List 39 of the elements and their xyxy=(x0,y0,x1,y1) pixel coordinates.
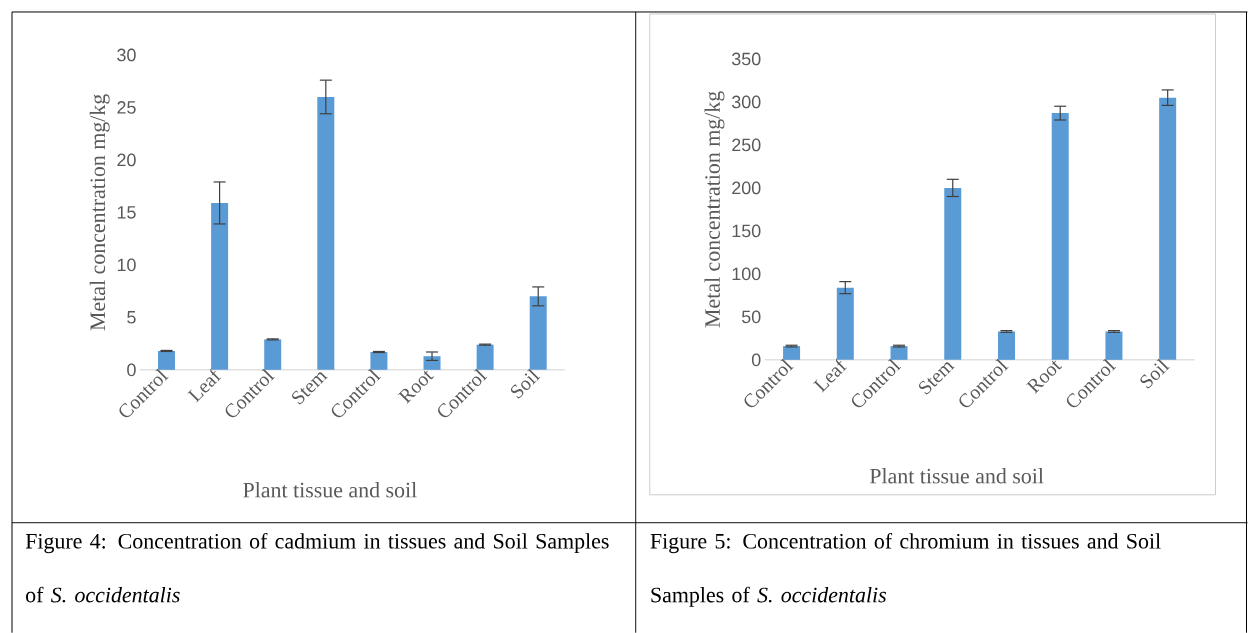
y-axis-title: Metal concentration mg/kg xyxy=(89,94,110,331)
y-tick-label: 25 xyxy=(117,100,136,114)
x-tick-label: Root xyxy=(1026,360,1062,394)
bar xyxy=(997,331,1015,360)
bar xyxy=(476,344,494,370)
bar xyxy=(423,356,441,370)
x-tick-label: Soil xyxy=(1140,358,1170,389)
x-tick-label: Stem xyxy=(918,362,955,395)
y-tick-label: 20 xyxy=(117,153,136,167)
y-tick-label: 50 xyxy=(741,310,761,324)
text: Figure 4: Concentration of cadmium in tissues and Soil Samples of S. occidentalis xyxy=(25,532,609,603)
bar xyxy=(944,187,962,360)
y-tick-label: 300 xyxy=(731,95,761,109)
y-tick-label: 350 xyxy=(731,52,761,66)
x-tick-label: Soil xyxy=(510,368,541,399)
y-tick-label: 150 xyxy=(732,224,761,238)
y-tick-label: 200 xyxy=(732,181,761,195)
y-tick-label: 30 xyxy=(117,48,136,62)
bar xyxy=(370,351,388,370)
y-tick-label: 100 xyxy=(732,267,761,281)
y-tick-label: 10 xyxy=(117,258,136,272)
x-tick-label: Stem xyxy=(292,372,328,405)
x-axis-title: Plant tissue and soil xyxy=(243,481,417,498)
x-axis-title: Plant tissue and soil xyxy=(869,467,1044,484)
y-tick-label: 250 xyxy=(732,138,761,152)
bar xyxy=(529,296,547,370)
y-tick-label: 15 xyxy=(117,206,136,219)
y-tick-label: 5 xyxy=(127,310,136,324)
bar xyxy=(211,202,229,370)
bar xyxy=(158,350,175,370)
bar xyxy=(317,96,335,370)
y-axis-title: Metal concentration mg/kg xyxy=(704,91,725,328)
bar xyxy=(264,339,282,370)
bar xyxy=(1159,97,1177,360)
x-tick-label: Root xyxy=(397,370,434,404)
bar xyxy=(1105,331,1123,360)
bar xyxy=(836,287,854,360)
bar xyxy=(1051,113,1069,360)
text: Figure 5: Concentration of chromium in tissues and Soil Samples of S. occidentalis xyxy=(650,532,1161,607)
